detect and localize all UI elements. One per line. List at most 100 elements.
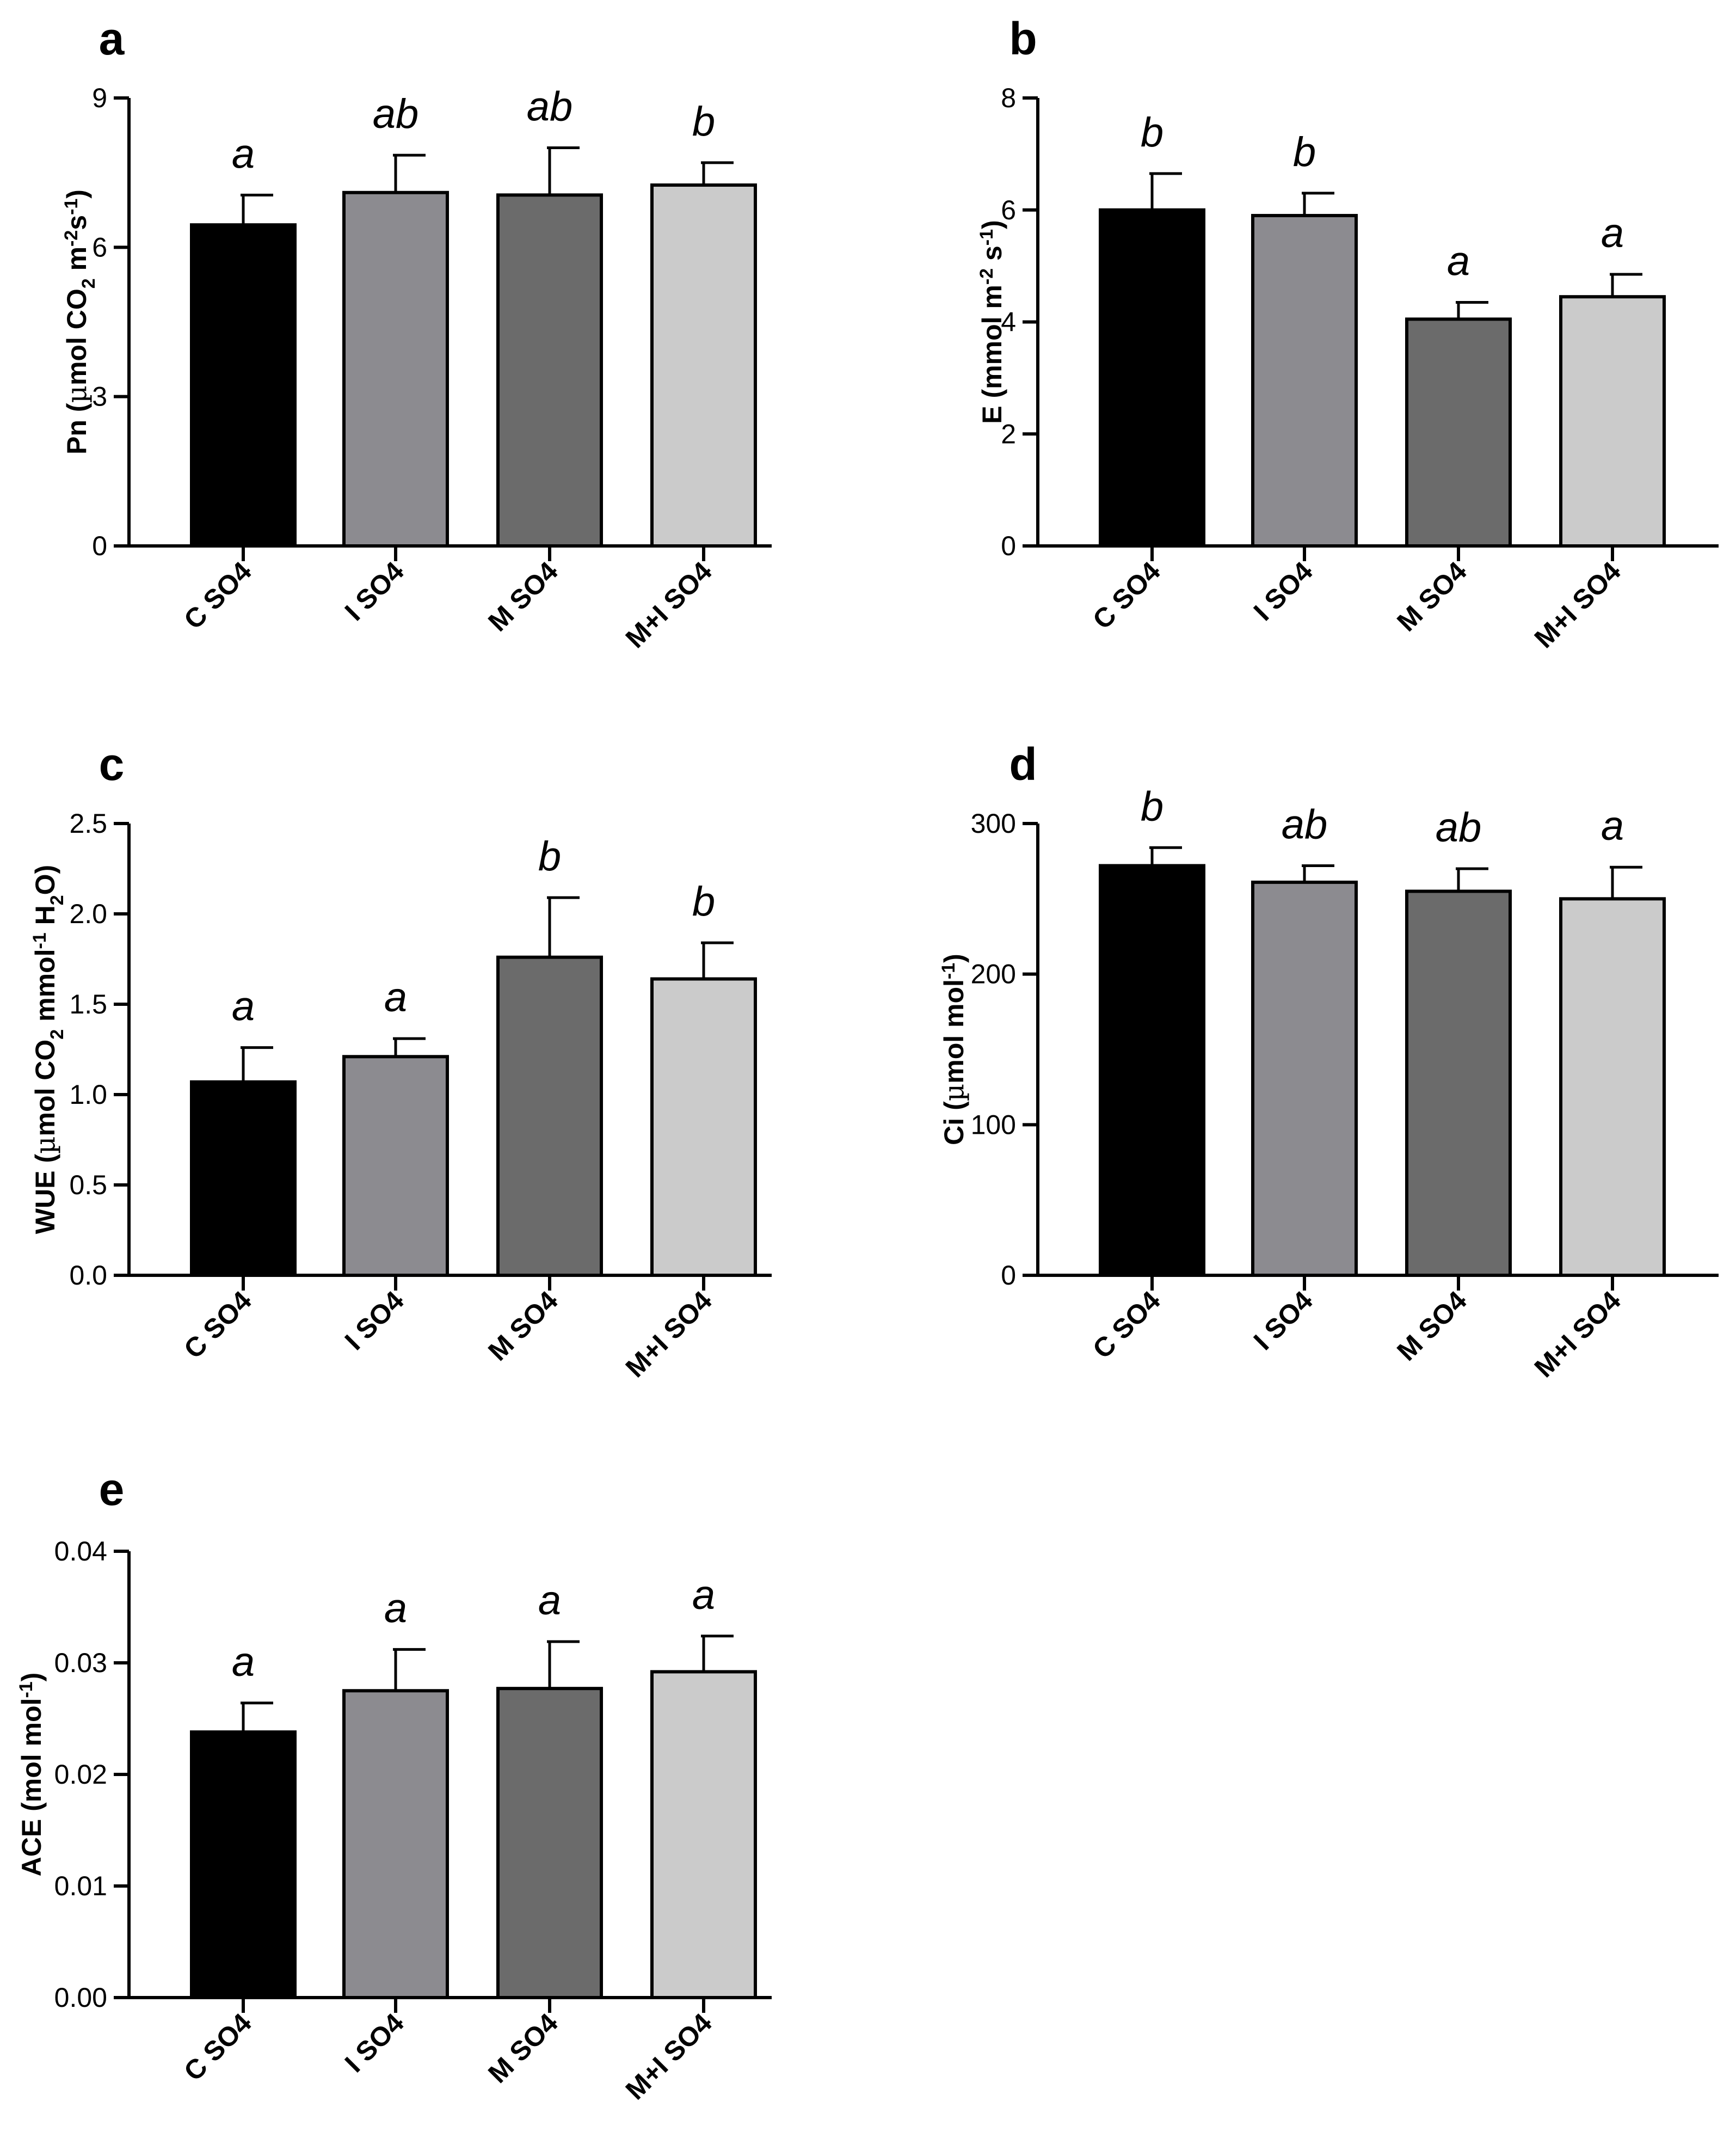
significance-label: a: [538, 1577, 561, 1624]
bar: [496, 193, 603, 548]
bar: [190, 223, 297, 548]
category-label: I SO4: [339, 1285, 410, 1356]
bar: [342, 1689, 449, 1999]
y-axis-title: ACE (mol mol-1): [16, 1673, 47, 1877]
category-label: I SO4: [339, 2007, 410, 2078]
y-tick-label: 200: [971, 959, 1016, 990]
category-label: M+I SO4: [620, 1285, 718, 1383]
bar: [342, 1055, 449, 1277]
significance-label: b: [692, 879, 715, 925]
significance-label: ab: [1282, 801, 1328, 847]
significance-label: b: [1141, 783, 1164, 830]
y-tick-label: 3: [92, 382, 107, 412]
category-label: M+I SO4: [620, 2007, 718, 2105]
y-tick-label: 0: [1001, 531, 1016, 561]
panel-b: b 0 2 4 6 8 b C SO4 b I SO4 a M SO4 a M+I SO4 E (mmol …: [976, 13, 1719, 654]
category-label: I SO4: [1248, 1285, 1319, 1356]
significance-label: a: [692, 1572, 715, 1618]
y-tick-label: 1.5: [69, 989, 107, 1019]
category-label: C SO4: [1087, 556, 1166, 635]
panel-e: e 0.00 0.01 0.02 0.03 0.04 a C SO4 a I SO4 a M SO4 a…: [16, 1464, 772, 2105]
bar: [1405, 317, 1512, 548]
bar: [1251, 214, 1358, 548]
bar: [496, 955, 603, 1277]
y-tick-label: 0.00: [54, 1982, 107, 2013]
bar: [190, 1730, 297, 2000]
panel-letter: c: [99, 739, 125, 790]
y-tick-label: 6: [92, 232, 107, 262]
bar: [1251, 880, 1358, 1277]
panel-letter: d: [1009, 739, 1037, 790]
significance-label: a: [232, 984, 255, 1030]
y-tick-label: 2.0: [69, 899, 107, 929]
bar: [650, 183, 757, 548]
significance-label: a: [1601, 803, 1624, 849]
category-label: M SO4: [1391, 1285, 1473, 1367]
significance-label: a: [1601, 210, 1624, 256]
y-tick-label: 0.04: [54, 1536, 107, 1566]
panel-a: a 0 3 6 9 a C SO4 ab I SO4 ab M SO4 b M+I SO4 Pn (µmo…: [61, 13, 772, 654]
y-tick-label: 2: [1001, 419, 1016, 449]
y-tick-label: 0.01: [54, 1871, 107, 1901]
significance-label: ab: [527, 83, 573, 130]
bar: [1559, 295, 1666, 548]
significance-label: a: [1447, 238, 1470, 284]
significance-label: b: [538, 833, 561, 880]
category-label: M SO4: [482, 1285, 564, 1367]
y-tick-label: 0.5: [69, 1170, 107, 1200]
panel-letter: e: [99, 1464, 125, 1515]
category-label: C SO4: [178, 1285, 257, 1365]
bar: [1099, 208, 1205, 548]
significance-label: b: [692, 99, 715, 145]
bar: [496, 1687, 603, 1999]
category-label: M+I SO4: [1529, 1285, 1627, 1383]
y-tick-label: 100: [971, 1109, 1016, 1140]
y-tick-label: 2.5: [69, 808, 107, 839]
bar: [650, 977, 757, 1277]
category-label: M+I SO4: [620, 556, 718, 654]
y-tick-label: 1.0: [69, 1079, 107, 1110]
panel-c: c 0.0 0.5 1.0 1.5 2.0 2.5 a C SO4 a I SO4 b M SO4 b M+…: [29, 739, 772, 1383]
significance-label: a: [384, 1585, 407, 1631]
y-tick-label: 9: [92, 83, 107, 113]
category-label: I SO4: [1248, 556, 1319, 626]
significance-label: ab: [373, 91, 419, 137]
y-tick-label: 0.0: [69, 1260, 107, 1291]
y-tick-label: 0: [92, 531, 107, 561]
y-tick-label: 300: [971, 808, 1016, 839]
bar: [190, 1080, 297, 1277]
category-label: I SO4: [339, 556, 410, 626]
panel-letter: b: [1009, 13, 1037, 64]
y-tick-label: 0.03: [54, 1648, 107, 1678]
y-tick-label: 4: [1001, 307, 1016, 337]
y-axis-title: Pn (µmol CO2 m-2s-1): [61, 189, 99, 454]
y-tick-label: 8: [1001, 83, 1016, 113]
significance-label: a: [384, 974, 407, 1021]
category-label: C SO4: [1087, 1285, 1166, 1365]
y-tick-label: 0: [1001, 1260, 1016, 1291]
bar: [1405, 889, 1512, 1277]
y-axis-title: E (mmol m-2 s-1): [976, 220, 1007, 423]
significance-label: a: [232, 1639, 255, 1685]
significance-label: b: [1141, 109, 1164, 156]
category-label: M SO4: [482, 2007, 564, 2089]
y-tick-label: 0.02: [54, 1759, 107, 1790]
bar: [650, 1670, 757, 1999]
category-label: M+I SO4: [1529, 556, 1627, 654]
panel-letter: a: [99, 13, 125, 64]
bar: [1559, 897, 1666, 1277]
significance-label: ab: [1436, 804, 1482, 851]
category-label: M SO4: [1391, 556, 1473, 637]
bar: [1099, 864, 1205, 1277]
category-label: C SO4: [178, 556, 257, 635]
significance-label: b: [1293, 129, 1316, 175]
y-axis-title: WUE (µmol CO2 mmol-1 H2O): [29, 865, 67, 1234]
significance-label: a: [232, 131, 255, 177]
bar: [342, 191, 449, 548]
category-label: M SO4: [482, 556, 564, 637]
y-tick-label: 6: [1001, 195, 1016, 225]
y-axis-title: Ci (µmol mol-1): [938, 954, 970, 1145]
panel-d: d 0 100 200 300 b C SO4 ab I SO4 ab M SO4 a M+I SO4 C…: [938, 739, 1719, 1383]
category-label: C SO4: [178, 2007, 257, 2087]
